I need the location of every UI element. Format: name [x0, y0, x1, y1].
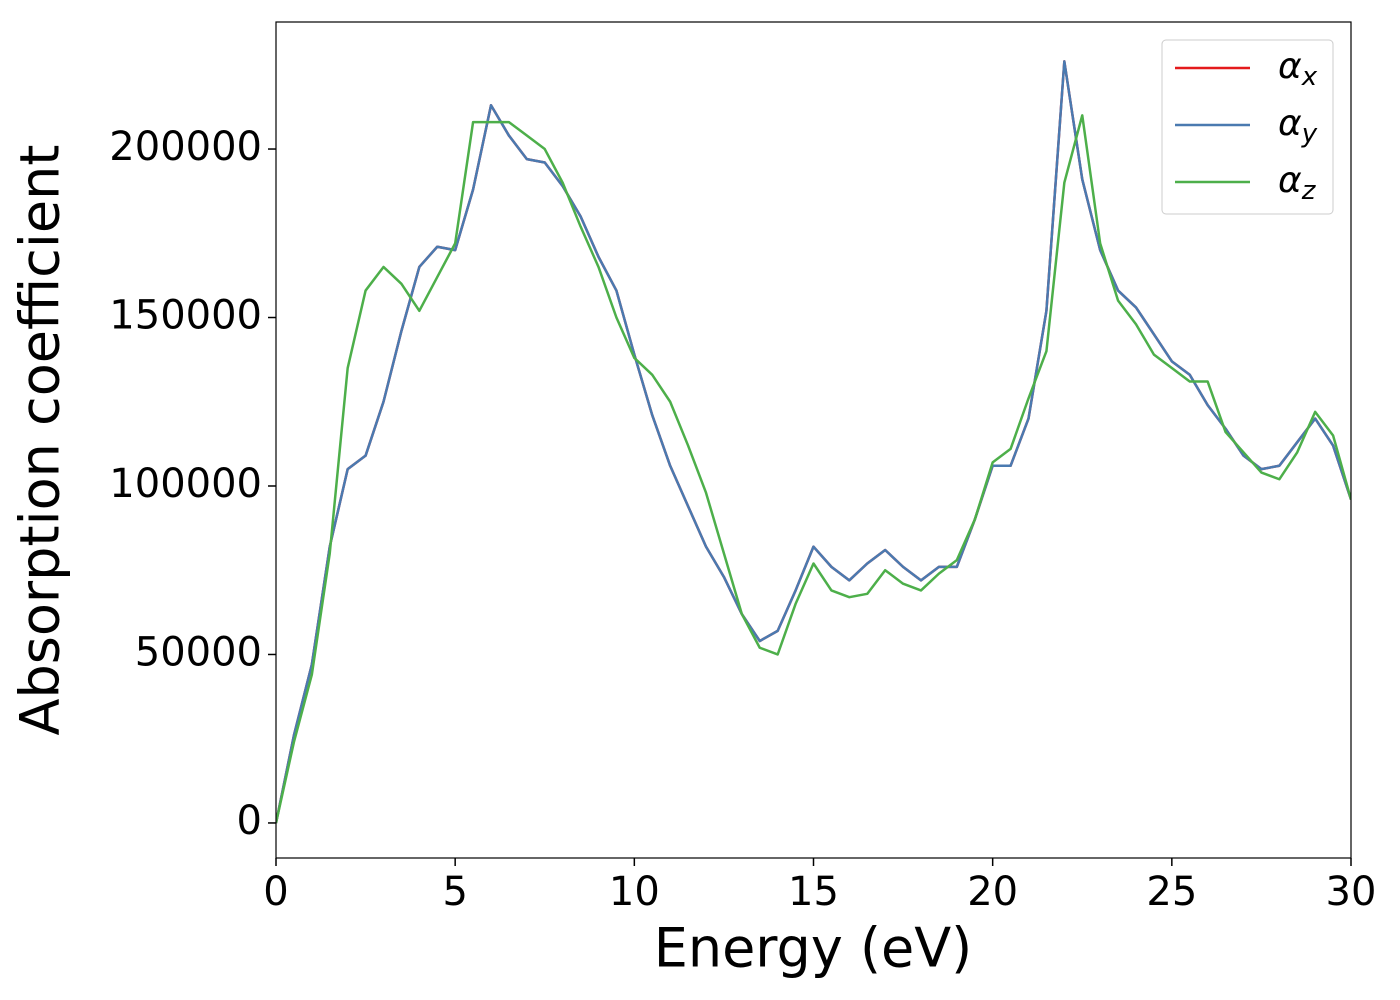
legend-label: αz: [1278, 160, 1317, 206]
legend-label: αx: [1278, 46, 1318, 92]
plot-frame: [275, 21, 1352, 859]
x-tick-label: 30: [1326, 869, 1377, 915]
series-line: [276, 114, 1351, 824]
x-tick-label: 25: [1146, 869, 1197, 915]
y-tick-label: 150000: [109, 293, 262, 339]
x-tick-label: 0: [263, 869, 288, 915]
x-tick-label: 20: [967, 869, 1018, 915]
x-tick-label: 15: [788, 869, 839, 915]
legend-label: αy: [1278, 103, 1318, 149]
x-tick-label: 5: [442, 869, 467, 915]
y-tick-label: 50000: [135, 629, 262, 675]
x-tick-label: 10: [609, 869, 660, 915]
legend-box: [1161, 39, 1334, 215]
series-line: [276, 60, 1351, 824]
y-tick-label: 200000: [109, 124, 262, 170]
y-axis-label: Absorption coefficient: [9, 145, 72, 736]
x-axis-label: Energy (eV): [654, 917, 973, 980]
y-tick-label: 100000: [109, 461, 262, 507]
y-tick-label: 0: [237, 798, 262, 844]
